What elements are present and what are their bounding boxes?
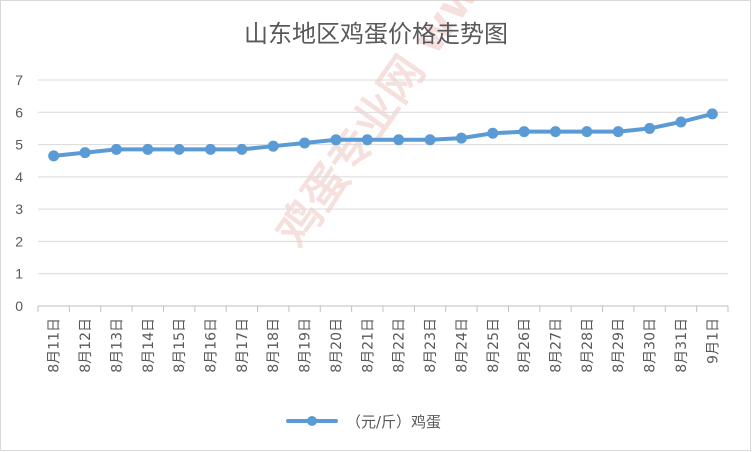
x-tick-label: 8月27日 bbox=[549, 318, 565, 373]
y-tick-label: 4 bbox=[15, 169, 23, 185]
x-tick-label: 8月31日 bbox=[674, 318, 690, 373]
data-point bbox=[550, 126, 561, 138]
data-point bbox=[706, 108, 718, 120]
data-point bbox=[173, 143, 185, 155]
data-point bbox=[424, 134, 436, 146]
x-tick-label: 8月25日 bbox=[486, 318, 502, 373]
data-point bbox=[79, 147, 91, 159]
legend-label: （元/斤）鸡蛋 bbox=[346, 413, 441, 431]
data-point bbox=[236, 143, 248, 155]
x-tick-label: 8月17日 bbox=[235, 318, 251, 373]
x-tick-label: 8月20日 bbox=[329, 318, 345, 373]
x-tick-label: 8月26日 bbox=[517, 318, 533, 373]
data-point bbox=[644, 122, 656, 134]
x-tick-label: 8月23日 bbox=[423, 318, 439, 373]
y-tick-label: 6 bbox=[15, 104, 23, 120]
series-line bbox=[51, 111, 715, 158]
x-tick-label: 8月18日 bbox=[266, 318, 282, 373]
x-axis: 8月11日 8月12日 8月13日 8月14日 8月15日 8月16日 8月17日 8月18日… bbox=[37, 305, 729, 373]
data-point bbox=[612, 126, 624, 138]
y-tick-label: 3 bbox=[15, 201, 23, 217]
legend-marker bbox=[307, 416, 317, 426]
x-tick-label: 8月28日 bbox=[580, 318, 596, 373]
data-point bbox=[393, 134, 405, 146]
x-tick-label: 8月24日 bbox=[454, 318, 470, 373]
data-point bbox=[48, 150, 60, 162]
x-tick-label: 9月1日 bbox=[705, 318, 721, 364]
x-tick-label: 8月15日 bbox=[172, 318, 188, 373]
data-point bbox=[518, 126, 530, 138]
data-point bbox=[581, 126, 593, 138]
data-point bbox=[330, 134, 342, 146]
x-tick-label: 8月21日 bbox=[360, 318, 376, 373]
data-point bbox=[110, 143, 122, 155]
data-point bbox=[299, 137, 311, 149]
data-point bbox=[675, 116, 687, 128]
data-point bbox=[205, 143, 216, 155]
data-point bbox=[487, 127, 499, 139]
x-tick-label: 8月14日 bbox=[141, 318, 157, 373]
x-tick-label: 8月13日 bbox=[109, 318, 125, 373]
x-tick-label: 8月11日 bbox=[47, 318, 63, 373]
x-tick-label: 8月29日 bbox=[611, 318, 627, 373]
data-point bbox=[142, 143, 154, 155]
x-tick-label: 8月22日 bbox=[392, 318, 408, 373]
x-tick-label: 8月12日 bbox=[78, 318, 94, 373]
data-point bbox=[361, 134, 373, 146]
y-tick-label: 5 bbox=[15, 137, 23, 153]
series-layer bbox=[48, 108, 718, 162]
y-tick-label: 1 bbox=[15, 266, 23, 282]
y-tick-label: 0 bbox=[15, 298, 23, 314]
data-point bbox=[267, 140, 279, 152]
x-tick-label: 8月19日 bbox=[298, 318, 314, 373]
y-tick-label: 7 bbox=[15, 72, 23, 88]
gridlines bbox=[38, 79, 728, 275]
data-point bbox=[455, 132, 467, 144]
y-axis: 0 1 2 3 4 5 6 7 bbox=[15, 72, 23, 314]
legend: （元/斤）鸡蛋 bbox=[286, 413, 441, 431]
chart-title: 山东地区鸡蛋价格走势图 bbox=[244, 20, 508, 48]
x-tick-label: 8月16日 bbox=[204, 318, 220, 373]
x-tick-label: 8月30日 bbox=[643, 318, 659, 373]
y-tick-label: 2 bbox=[15, 233, 23, 249]
